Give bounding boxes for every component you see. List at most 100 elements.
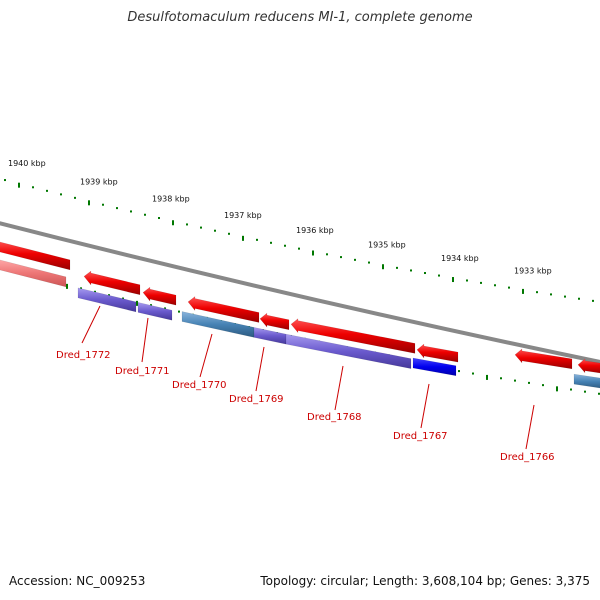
cds-feature bbox=[285, 333, 412, 369]
inner-scale-dot bbox=[514, 379, 516, 382]
scale-dot bbox=[438, 274, 440, 277]
scale-dot bbox=[130, 210, 132, 213]
genome-summary: Topology: circular; Length: 3,608,104 bp… bbox=[260, 574, 590, 588]
scale-dot bbox=[550, 293, 552, 296]
inner-scale-tick-mark bbox=[556, 386, 558, 392]
scale-dot bbox=[354, 258, 356, 261]
inner-scale-dot bbox=[542, 384, 544, 387]
scale-tick-mark bbox=[522, 288, 524, 294]
scale-ticks: 1940 kbp 1939 kbp 1938 kbp 1937 kbp 1936 kbp… bbox=[8, 159, 552, 276]
scale-tick-label: 1937 kbp bbox=[224, 211, 262, 220]
scale-dot bbox=[340, 256, 342, 259]
scale-tick-label: 1935 kbp bbox=[368, 241, 406, 250]
inner-scale-dot bbox=[122, 297, 124, 300]
inner-scale-tick-mark bbox=[136, 300, 138, 306]
gene-feature-faded bbox=[0, 259, 67, 288]
inner-scale-dot bbox=[150, 304, 152, 307]
gene-label[interactable]: Dred_1770 bbox=[172, 380, 227, 391]
scale-dot bbox=[326, 253, 328, 256]
gene-label[interactable]: Dred_1771 bbox=[115, 366, 170, 377]
gene-callout-line bbox=[420, 383, 430, 429]
genome-backbone bbox=[0, 221, 600, 365]
gene-feature-forward bbox=[83, 270, 141, 296]
scale-dot bbox=[494, 284, 496, 287]
scale-tick-label: 1939 kbp bbox=[80, 177, 118, 186]
inner-scale-dot bbox=[80, 287, 82, 290]
cds-feature bbox=[181, 311, 255, 338]
gene-feature-forward bbox=[577, 358, 600, 374]
scale-dot bbox=[424, 272, 426, 275]
scale-dot bbox=[480, 281, 482, 284]
inner-scale-dot bbox=[458, 370, 460, 373]
scale-dot bbox=[508, 286, 510, 289]
scale-dot bbox=[466, 279, 468, 282]
scale-tick-mark bbox=[312, 250, 314, 256]
gene-feature-forward bbox=[0, 241, 71, 271]
gene-callout-line bbox=[334, 365, 344, 411]
scale-dot bbox=[186, 223, 188, 226]
gene-feature-forward bbox=[187, 295, 260, 323]
gene-callout-line bbox=[525, 404, 535, 450]
scale-dot bbox=[396, 266, 398, 269]
scale-tick-mark bbox=[242, 235, 244, 241]
gene-label[interactable]: Dred_1768 bbox=[307, 412, 362, 423]
inner-scale-dot bbox=[528, 381, 530, 384]
inner-scale-tick-mark bbox=[66, 283, 68, 289]
gene-feature-forward bbox=[142, 286, 177, 306]
scale-dot bbox=[410, 269, 412, 272]
cds-feature bbox=[573, 373, 600, 389]
map-title: Desulfotomaculum reducens MI-1, complete… bbox=[127, 10, 473, 25]
scale-dot bbox=[200, 226, 202, 229]
gene-label[interactable]: Dred_1769 bbox=[229, 394, 284, 405]
gene-feature-forward bbox=[416, 343, 459, 363]
scale-dot bbox=[298, 247, 300, 250]
outer-scale-dots bbox=[4, 179, 594, 302]
scale-tick-mark bbox=[172, 220, 174, 226]
gene-label[interactable]: Dred_1767 bbox=[393, 431, 448, 442]
scale-dot bbox=[214, 229, 216, 232]
gene-feature-forward bbox=[259, 312, 290, 331]
scale-tick-label: 1940 kbp bbox=[8, 159, 46, 168]
scale-dot bbox=[74, 196, 76, 199]
inner-scale-dot bbox=[472, 372, 474, 375]
accession-label: Accession: NC_009253 bbox=[9, 574, 146, 588]
scale-dot bbox=[368, 261, 370, 264]
gene-callout-line bbox=[199, 333, 213, 378]
scale-dot bbox=[228, 232, 230, 235]
scale-dot bbox=[116, 207, 118, 210]
inner-scale-dot bbox=[178, 310, 180, 313]
inner-scale-tick-mark bbox=[486, 374, 488, 380]
cds-feature bbox=[412, 357, 457, 377]
scale-dot bbox=[270, 241, 272, 244]
gene-label[interactable]: Dred_1772 bbox=[56, 350, 111, 361]
inner-scale-dot bbox=[108, 294, 110, 297]
scale-tick-mark bbox=[88, 200, 90, 206]
scale-dot bbox=[46, 189, 48, 192]
gene-callout-line bbox=[81, 305, 101, 344]
scale-dot bbox=[592, 299, 594, 302]
inner-scale-dot bbox=[584, 390, 586, 393]
cds-feature bbox=[253, 327, 287, 345]
scale-dot bbox=[536, 291, 538, 294]
gene-label[interactable]: Dred_1766 bbox=[500, 452, 555, 463]
scale-dot bbox=[256, 238, 258, 241]
scale-dot bbox=[578, 297, 580, 300]
cds-feature bbox=[137, 302, 173, 321]
inner-scale-dot bbox=[164, 307, 166, 310]
scale-dot bbox=[144, 213, 146, 216]
cds-feature bbox=[77, 287, 137, 313]
scale-tick-mark bbox=[382, 264, 384, 270]
gene-feature-forward bbox=[290, 318, 416, 354]
inner-scale-dot bbox=[94, 290, 96, 293]
scale-tick-label: 1934 kbp bbox=[441, 254, 479, 263]
scale-dot bbox=[60, 193, 62, 196]
scale-dot bbox=[102, 203, 104, 206]
scale-tick-mark bbox=[452, 277, 454, 283]
scale-dot bbox=[284, 244, 286, 247]
scale-dot bbox=[4, 179, 6, 182]
scale-dot bbox=[32, 186, 34, 189]
gene-callout-line bbox=[255, 346, 265, 392]
scale-dot bbox=[564, 295, 566, 298]
